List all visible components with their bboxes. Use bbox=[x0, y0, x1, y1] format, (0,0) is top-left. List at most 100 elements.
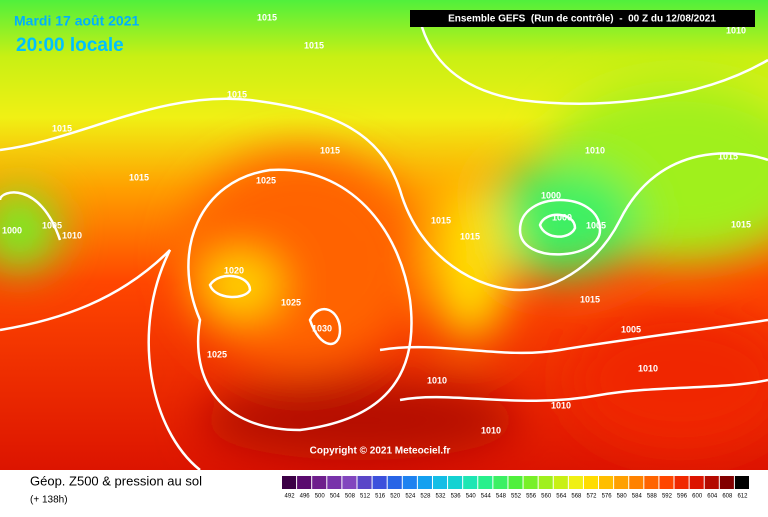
color-scale: 492 496 500 504 508 512 516 520 524 528 532 536 540 5… bbox=[282, 476, 749, 500]
isobar-label: 1010 bbox=[427, 375, 447, 385]
isobar-label: 1025 bbox=[256, 175, 276, 185]
scale-label: 524 bbox=[405, 494, 416, 500]
scale-label: 544 bbox=[481, 494, 492, 500]
scale-label: 596 bbox=[677, 494, 688, 500]
scale-swatch bbox=[568, 476, 583, 489]
scale-swatch bbox=[387, 476, 402, 489]
scale-label: 564 bbox=[556, 494, 567, 500]
scale-swatch bbox=[689, 476, 704, 489]
scale-label: 504 bbox=[330, 494, 341, 500]
lead-time: (+ 138h) bbox=[30, 495, 68, 506]
isobar-label: 1010 bbox=[481, 425, 501, 435]
isobar-label: 1005 bbox=[586, 220, 606, 230]
scale-label: 572 bbox=[586, 494, 597, 500]
scale-swatch bbox=[493, 476, 508, 489]
scale-label: 512 bbox=[360, 494, 371, 500]
scale-swatch bbox=[508, 476, 523, 489]
scale-swatch bbox=[659, 476, 674, 489]
isobar-label: 1015 bbox=[320, 145, 340, 155]
scale-swatch bbox=[372, 476, 387, 489]
scale-swatch bbox=[327, 476, 342, 489]
isobar-label: 1015 bbox=[227, 89, 247, 99]
scale-label: 516 bbox=[375, 494, 386, 500]
scale-label: 496 bbox=[300, 494, 311, 500]
scale-label: 588 bbox=[647, 494, 658, 500]
isobar-label: 1015 bbox=[129, 172, 149, 182]
scale-label: 500 bbox=[315, 494, 326, 500]
isobar-label: 1010 bbox=[638, 363, 658, 373]
scale-swatch bbox=[734, 476, 749, 489]
isobar-label: 1015 bbox=[304, 40, 324, 50]
isobar-label: 1005 bbox=[621, 324, 641, 334]
isobar-label: 1015 bbox=[731, 219, 751, 229]
isobar-label: 1020 bbox=[224, 265, 244, 275]
scale-swatch bbox=[417, 476, 432, 489]
time: 20:00 locale bbox=[16, 35, 124, 56]
scale-swatch bbox=[282, 476, 297, 489]
scale-swatch bbox=[432, 476, 448, 489]
scale-swatch bbox=[523, 476, 538, 489]
scale-label: 520 bbox=[390, 494, 401, 500]
isobar-label: 1010 bbox=[585, 145, 605, 155]
isobar-label: 1015 bbox=[718, 151, 738, 161]
isobar-label: 1010 bbox=[62, 230, 82, 240]
scale-label: 576 bbox=[602, 494, 613, 500]
field-shading bbox=[0, 80, 768, 460]
scale-swatch bbox=[538, 476, 553, 489]
isobar-label: 1030 bbox=[312, 323, 332, 333]
scale-label: 592 bbox=[662, 494, 673, 500]
isobar-label: 1015 bbox=[580, 294, 600, 304]
scale-label: 584 bbox=[632, 494, 643, 500]
isobar-label: 1025 bbox=[281, 297, 301, 307]
model-box bbox=[410, 10, 755, 27]
scale-swatch bbox=[629, 476, 644, 489]
scale-label: 604 bbox=[707, 494, 718, 500]
scale-swatch bbox=[312, 476, 327, 489]
scale-label: 612 bbox=[737, 494, 748, 500]
scale-label: 600 bbox=[692, 494, 703, 500]
scale-swatch bbox=[719, 476, 734, 489]
scale-swatch bbox=[463, 476, 478, 489]
scale-swatch bbox=[583, 476, 599, 489]
date: Mardi 17 août 2021 bbox=[14, 13, 139, 29]
scale-swatch bbox=[553, 476, 568, 489]
isobar-label: 1000 bbox=[552, 212, 572, 222]
scale-label: 508 bbox=[345, 494, 356, 500]
scale-label: 568 bbox=[571, 494, 582, 500]
isobar-label: 1005 bbox=[42, 220, 62, 230]
scale-label: 536 bbox=[451, 494, 462, 500]
isobar-label: 1010 bbox=[726, 25, 746, 35]
scale-label: 532 bbox=[436, 494, 447, 500]
model: Ensemble GEFS (Run de contrôle) - 00 Z d… bbox=[448, 14, 716, 25]
scale-label: 548 bbox=[496, 494, 507, 500]
scale-label: 556 bbox=[526, 494, 537, 500]
scale-swatch bbox=[644, 476, 659, 489]
scale-swatch bbox=[402, 476, 417, 489]
isobar-label: 1015 bbox=[257, 12, 277, 22]
scale-label: 608 bbox=[722, 494, 733, 500]
scale-swatch bbox=[342, 476, 357, 489]
scale-label: 492 bbox=[285, 494, 296, 500]
isobar-label: 1000 bbox=[2, 225, 22, 235]
copyright: Copyright © 2021 Meteociel.fr bbox=[310, 446, 451, 457]
isobar-label: 1000 bbox=[541, 190, 561, 200]
scale-swatch bbox=[478, 476, 493, 489]
isobar-label: 1015 bbox=[431, 215, 451, 225]
isobar-label: 1015 bbox=[460, 231, 480, 241]
isobar-label: 1015 bbox=[52, 123, 72, 133]
scale-label: 540 bbox=[466, 494, 477, 500]
scale-swatch bbox=[599, 476, 614, 489]
scale-label: 560 bbox=[541, 494, 552, 500]
scale-swatch bbox=[674, 476, 689, 489]
scale-label: 580 bbox=[617, 494, 628, 500]
scale-swatch bbox=[448, 476, 463, 489]
isobar-labels: 1015101510151015101510151005101010001025… bbox=[2, 12, 751, 435]
isobar-label: 1025 bbox=[207, 349, 227, 359]
isobar-label: 1010 bbox=[551, 400, 571, 410]
scale-label: 552 bbox=[511, 494, 522, 500]
scale-swatch bbox=[297, 476, 312, 489]
scale-swatch bbox=[704, 476, 719, 489]
scale-label: 528 bbox=[420, 494, 431, 500]
